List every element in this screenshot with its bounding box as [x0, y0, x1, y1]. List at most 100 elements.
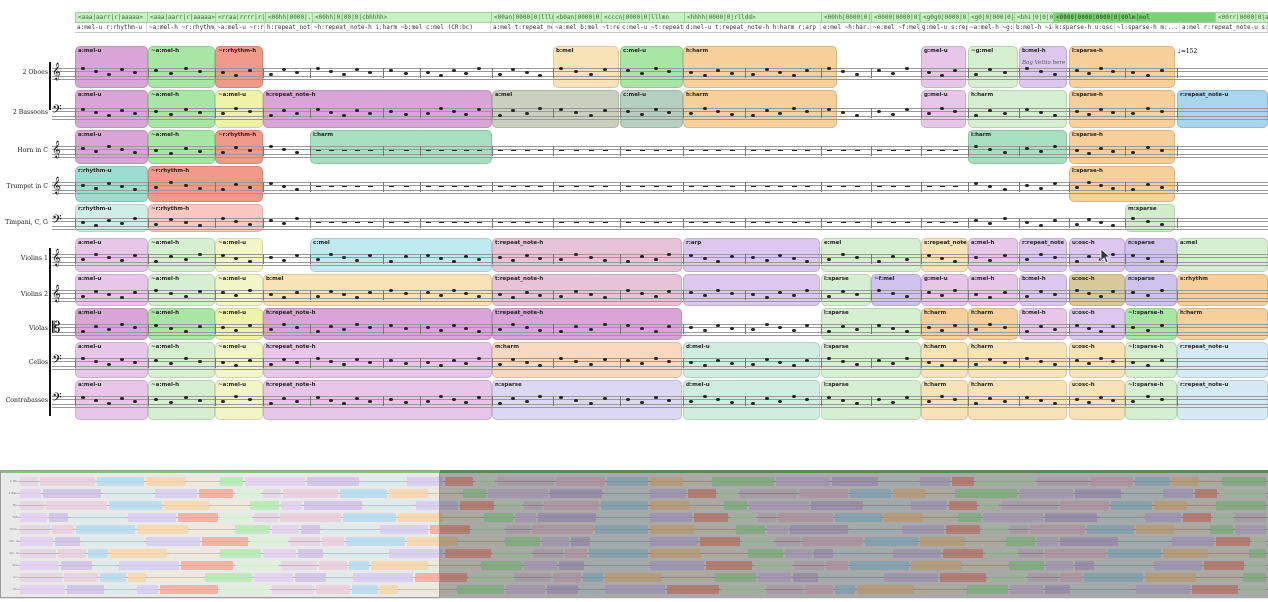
minimap-block[interactable]	[524, 501, 542, 510]
minimap-block[interactable]	[650, 513, 692, 522]
minimap-block[interactable]	[220, 585, 270, 594]
minimap-block[interactable]	[967, 585, 1008, 594]
minimap-block[interactable]	[703, 549, 746, 558]
pattern-block[interactable]: r:repeat_note-u	[1177, 90, 1268, 128]
minimap-block[interactable]	[349, 561, 369, 570]
minimap-block[interactable]	[943, 549, 983, 558]
minimap-block[interactable]	[724, 501, 747, 510]
minimap-block[interactable]	[497, 477, 554, 486]
pattern-block[interactable]: h:harm	[968, 380, 1067, 420]
minimap-block[interactable]	[1010, 585, 1043, 594]
pattern-block[interactable]: c:mel-u	[620, 46, 683, 88]
staff[interactable]	[52, 324, 1268, 336]
minimap-block[interactable]	[322, 525, 378, 534]
minimap-block[interactable]	[88, 549, 108, 558]
minimap-block[interactable]	[119, 561, 179, 570]
minimap-block[interactable]	[475, 477, 495, 486]
minimap-block[interactable]	[820, 573, 882, 582]
minimap-block[interactable]	[20, 561, 59, 570]
minimap-block[interactable]	[650, 477, 683, 486]
minimap-block[interactable]	[1145, 573, 1196, 582]
minimap-block[interactable]	[52, 525, 74, 534]
minimap-block[interactable]	[1192, 585, 1238, 594]
staff[interactable]	[52, 182, 1268, 194]
minimap-block[interactable]	[146, 537, 200, 546]
minimap-block[interactable]	[983, 513, 1043, 522]
minimap-block[interactable]	[1213, 513, 1233, 522]
minimap-block[interactable]	[532, 525, 593, 534]
minimap-block[interactable]	[484, 513, 513, 522]
minimap-block[interactable]	[964, 561, 1007, 570]
pattern-block[interactable]: a:mel-u	[75, 90, 148, 128]
minimap-block[interactable]	[524, 561, 557, 570]
minimap-block[interactable]	[911, 501, 947, 510]
minimap-block[interactable]	[463, 489, 486, 498]
minimap-block[interactable]	[1096, 561, 1152, 570]
pattern-block[interactable]: ~a:mel-h	[148, 380, 215, 420]
minimap-block[interactable]	[544, 501, 599, 510]
staff[interactable]	[52, 108, 1268, 120]
pattern-block[interactable]: d:mel-u	[683, 380, 820, 420]
code-strip-segment[interactable]: <g0|0|000|0|aa...	[971, 13, 1015, 22]
pattern-block[interactable]: ~r:rhythm-h	[215, 130, 263, 164]
minimap-block[interactable]	[940, 573, 986, 582]
minimap-block[interactable]	[790, 525, 848, 534]
minimap-block[interactable]	[1060, 537, 1118, 546]
minimap-block[interactable]	[1177, 525, 1208, 534]
minimap-block[interactable]	[1087, 525, 1134, 534]
minimap-block[interactable]	[880, 477, 918, 486]
minimap-block[interactable]	[1246, 561, 1266, 570]
minimap-block[interactable]	[667, 585, 719, 594]
minimap-block[interactable]	[1030, 525, 1085, 534]
minimap-block[interactable]	[128, 573, 146, 582]
minimap-block[interactable]	[398, 513, 443, 522]
minimap-block[interactable]	[137, 585, 158, 594]
minimap-block[interactable]	[1019, 489, 1073, 498]
pattern-block[interactable]: i:harm	[968, 130, 1067, 164]
minimap-block[interactable]	[605, 573, 662, 582]
minimap-block[interactable]	[457, 585, 504, 594]
minimap-block[interactable]	[949, 501, 977, 510]
minimap-block[interactable]	[328, 573, 351, 582]
pattern-block[interactable]: n:sparse	[492, 380, 682, 420]
pattern-block[interactable]: b:mel-h	[1019, 46, 1067, 88]
minimap-block[interactable]	[380, 585, 398, 594]
minimap-block[interactable]	[1001, 501, 1058, 510]
minimap-block[interactable]	[340, 489, 387, 498]
minimap-block[interactable]	[583, 573, 603, 582]
minimap-block[interactable]	[281, 501, 302, 510]
code-strip-segment[interactable]: <0000|0000|0000|0|00lm|mol	[1054, 13, 1216, 22]
minimap-block[interactable]	[1216, 501, 1266, 510]
minimap-block[interactable]	[1252, 537, 1266, 546]
minimap-block[interactable]	[64, 573, 98, 582]
minimap-viewport[interactable]	[0, 470, 440, 598]
minimap-block[interactable]	[430, 489, 461, 498]
minimap-block[interactable]	[650, 561, 704, 570]
minimap-block[interactable]	[20, 489, 41, 498]
label-strip-segment[interactable]: b:mel-h ~i:har...	[1016, 23, 1053, 32]
minimap-block[interactable]	[281, 561, 317, 570]
pattern-block[interactable]: ~a:mel-u	[215, 342, 263, 378]
minimap-block[interactable]	[767, 525, 788, 534]
code-strip-segment[interactable]: <00an|0000|0|lllm...	[492, 13, 554, 22]
pattern-block[interactable]: t:repeat_note-h	[492, 238, 682, 272]
minimap-block[interactable]	[1210, 525, 1233, 534]
minimap-block[interactable]	[100, 573, 126, 582]
minimap-block[interactable]	[445, 549, 491, 558]
minimap-block[interactable]	[430, 561, 479, 570]
minimap-block[interactable]	[295, 573, 326, 582]
minimap-block[interactable]	[199, 489, 233, 498]
minimap-block[interactable]	[235, 525, 270, 534]
minimap-block[interactable]	[979, 501, 999, 510]
minimap-block[interactable]	[748, 549, 783, 558]
minimap-block[interactable]	[946, 525, 980, 534]
code-strip-segment[interactable]: <aaa|aarr|r|aaaaa>	[76, 13, 148, 22]
minimap-block[interactable]	[46, 501, 107, 510]
pattern-block[interactable]: ~a:mel-h	[148, 342, 215, 378]
minimap-block[interactable]	[407, 477, 443, 486]
minimap-block[interactable]	[245, 477, 305, 486]
minimap-block[interactable]	[850, 561, 909, 570]
minimap-block[interactable]	[76, 525, 135, 534]
minimap-block[interactable]	[814, 549, 833, 558]
minimap-block[interactable]	[1172, 477, 1199, 486]
